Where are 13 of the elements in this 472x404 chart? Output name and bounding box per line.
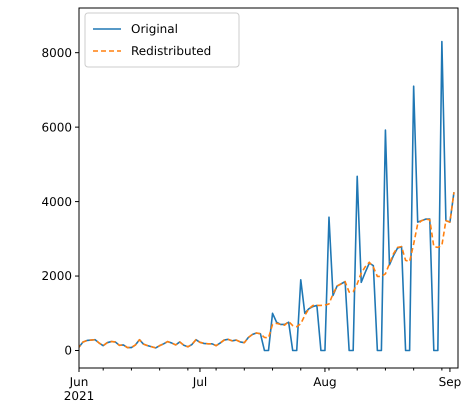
legend-label: Redistributed [131,44,212,58]
x-tick-label: Jun 2021 [64,375,94,403]
y-tick-label: 2000 [41,269,72,284]
x-tick-label: Jul [192,375,208,389]
line-series [79,191,455,349]
line-series [79,40,455,352]
x-tick-label: Aug [313,375,337,389]
y-tick-label: 0 [64,344,72,358]
y-tick-label: 6000 [41,120,72,134]
y-tick-label: 4000 [41,194,72,209]
legend-label: Original [131,22,178,36]
x-tick-label: Sep [438,375,462,389]
y-tick-label: 8000 [41,46,72,60]
